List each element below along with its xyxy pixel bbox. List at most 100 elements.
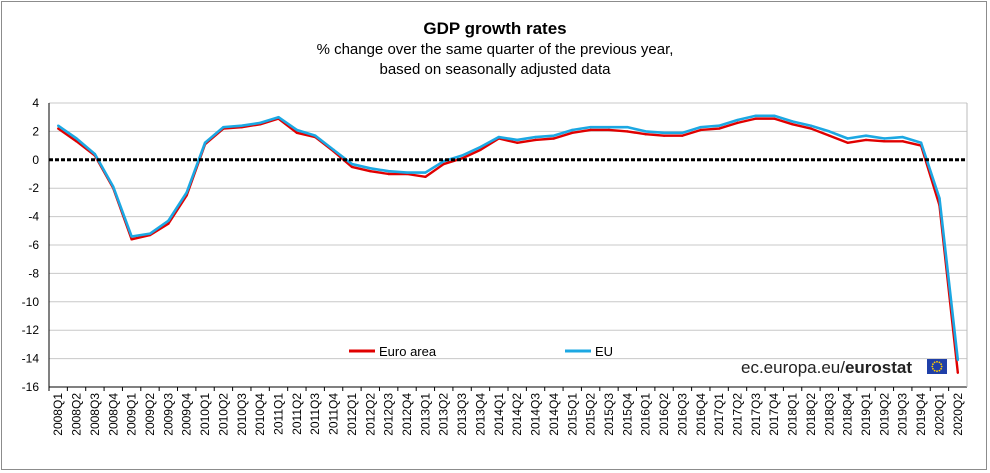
- data-point-eu: [332, 148, 335, 152]
- data-point-eu: [258, 121, 262, 125]
- data-point-euro-area: [626, 130, 629, 133]
- data-point-eu: [185, 191, 188, 194]
- data-point-eu: [240, 124, 243, 127]
- y-tick-label: 4: [32, 96, 39, 110]
- eu-flag-icon: [927, 359, 947, 374]
- data-point-euro-area: [828, 134, 831, 137]
- x-tick-label: 2014Q2: [510, 393, 524, 436]
- data-point-euro-area: [662, 134, 666, 137]
- x-tick-label: 2018Q2: [804, 393, 818, 436]
- x-tick-label: 2014Q3: [529, 393, 543, 436]
- data-point-euro-area: [846, 141, 849, 144]
- data-point-euro-area: [864, 138, 868, 142]
- data-point-eu: [956, 358, 960, 362]
- data-point-euro-area: [644, 133, 647, 136]
- x-tick-label: 2009Q4: [180, 393, 194, 436]
- series-line-euro-area: [57, 117, 960, 373]
- data-point-euro-area: [56, 127, 60, 130]
- x-tick-label: 2017Q2: [731, 393, 745, 436]
- data-point-eu: [883, 137, 886, 140]
- data-point-euro-area: [717, 127, 721, 130]
- data-point-eu: [919, 141, 923, 144]
- x-tick-label: 2020Q2: [951, 393, 965, 436]
- data-point-eu: [222, 125, 225, 129]
- data-point-euro-area: [736, 121, 739, 125]
- y-tick-label: -10: [22, 295, 40, 309]
- data-point-eu: [497, 135, 501, 139]
- x-tick-label: 2018Q4: [841, 393, 855, 436]
- brand-prefix: ec.europa.eu/: [741, 358, 845, 377]
- data-point-eu: [864, 134, 868, 137]
- x-tick-label: 2019Q4: [914, 393, 928, 436]
- data-point-eu: [607, 125, 611, 129]
- data-point-eu: [130, 235, 133, 238]
- data-point-eu: [699, 125, 702, 129]
- data-point-euro-area: [460, 157, 464, 160]
- data-point-eu: [552, 134, 556, 137]
- data-point-eu: [901, 135, 904, 139]
- data-point-euro-area: [791, 123, 794, 126]
- x-tick-label: 2019Q2: [877, 393, 891, 436]
- data-point-eu: [442, 160, 445, 163]
- data-point-eu: [809, 124, 813, 127]
- x-tick-label: 2013Q2: [437, 393, 451, 436]
- eurostat-brand: ec.europa.eu/eurostat: [741, 358, 912, 378]
- data-point-eu: [589, 125, 592, 129]
- x-tick-label: 2016Q4: [694, 393, 708, 436]
- x-tick-label: 2018Q3: [822, 393, 836, 436]
- data-point-eu: [369, 167, 372, 170]
- data-point-eu: [277, 116, 280, 119]
- x-tick-label: 2016Q1: [639, 393, 653, 436]
- data-point-eu: [148, 232, 152, 235]
- y-tick-label: 0: [32, 153, 39, 167]
- chart-subtitle-line1: % change over the same quarter of the pr…: [316, 41, 674, 58]
- data-point-eu: [314, 134, 317, 137]
- data-point-euro-area: [424, 175, 427, 179]
- y-tick-label: -4: [28, 210, 39, 224]
- series-line-eu: [57, 114, 960, 361]
- data-point-eu: [387, 169, 390, 173]
- data-point-euro-area: [442, 162, 445, 166]
- x-tick-label: 2018Q1: [786, 393, 800, 436]
- x-tick-label: 2015Q2: [584, 393, 598, 436]
- y-tick-label: -12: [22, 323, 40, 337]
- x-tick-label: 2008Q3: [88, 393, 102, 436]
- x-tick-label: 2013Q4: [473, 393, 487, 436]
- data-point-eu: [846, 137, 849, 140]
- data-point-eu: [681, 131, 684, 135]
- x-tick-label: 2015Q3: [602, 393, 616, 436]
- data-point-euro-area: [607, 128, 611, 132]
- data-point-eu: [938, 196, 941, 200]
- y-tick-label: -16: [22, 380, 40, 394]
- data-point-eu: [644, 130, 647, 133]
- data-point-euro-area: [754, 117, 758, 120]
- x-tick-label: 2014Q4: [547, 393, 561, 436]
- data-point-euro-area: [773, 117, 776, 120]
- data-point-euro-area: [552, 137, 556, 140]
- data-point-euro-area: [479, 148, 482, 152]
- data-point-eu: [479, 145, 482, 149]
- x-tick-label: 2013Q1: [418, 393, 432, 436]
- chart-title: GDP growth rates: [423, 19, 567, 38]
- data-point-eu: [571, 128, 574, 132]
- x-tick-label: 2019Q1: [859, 393, 873, 436]
- x-tick-label: 2010Q4: [253, 393, 267, 436]
- y-tick-label: -2: [28, 181, 39, 195]
- data-point-eu: [662, 131, 666, 135]
- x-tick-label: 2011Q4: [327, 393, 341, 435]
- x-tick-label: 2010Q3: [235, 393, 249, 436]
- data-point-euro-area: [534, 138, 537, 142]
- data-point-euro-area: [571, 131, 574, 135]
- x-tick-label: 2017Q4: [767, 393, 781, 436]
- data-point-euro-area: [699, 128, 702, 132]
- data-point-eu: [75, 137, 78, 140]
- data-point-eu: [534, 135, 537, 139]
- data-point-euro-area: [369, 169, 372, 173]
- data-point-eu: [93, 152, 97, 156]
- data-point-eu: [754, 114, 758, 117]
- data-point-euro-area: [515, 141, 519, 144]
- legend-label-euro-area: Euro area: [379, 344, 437, 359]
- data-point-eu: [405, 171, 409, 174]
